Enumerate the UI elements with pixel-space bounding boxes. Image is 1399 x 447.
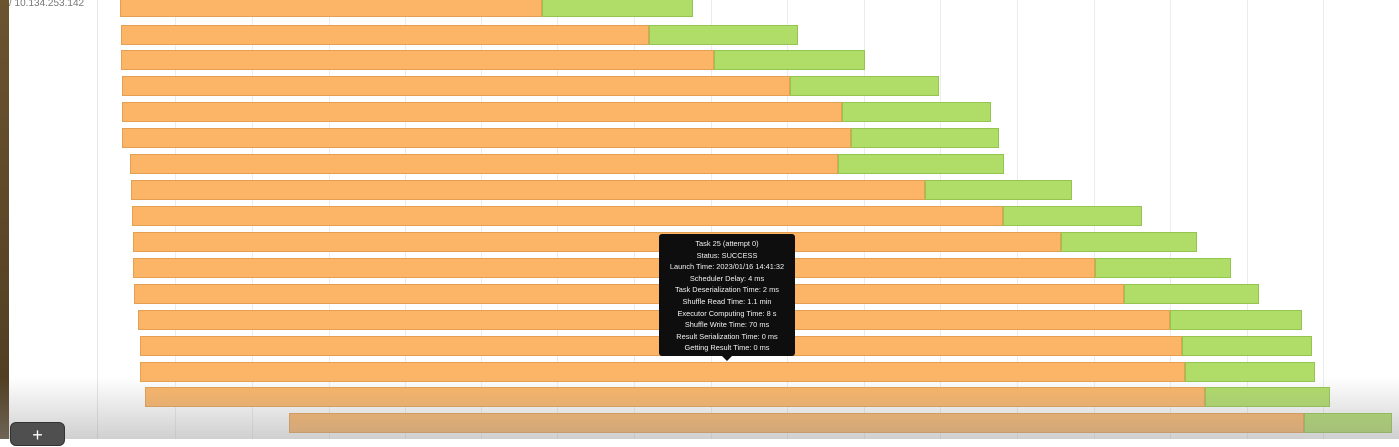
window-left-edge (0, 0, 9, 439)
task-bar-result-segment[interactable] (838, 154, 1004, 174)
gridline (1323, 0, 1324, 439)
task-bar-compute-segment[interactable] (122, 76, 790, 96)
task-bar[interactable] (131, 180, 1072, 200)
task-bar-result-segment[interactable] (851, 128, 999, 148)
task-bar-result-segment[interactable] (1185, 362, 1315, 382)
task-bar[interactable] (133, 232, 1197, 252)
task-bar[interactable] (132, 206, 1142, 226)
task-bar-compute-segment[interactable] (120, 0, 542, 17)
task-bar[interactable] (140, 362, 1315, 382)
task-bar-result-segment[interactable] (649, 25, 798, 45)
task-bar-compute-segment[interactable] (138, 310, 1170, 330)
task-bar-compute-segment[interactable] (121, 25, 649, 45)
task-bar-result-segment[interactable] (790, 76, 939, 96)
task-bar-result-segment[interactable] (1205, 387, 1330, 407)
task-bar[interactable] (121, 25, 798, 45)
task-bar-compute-segment[interactable] (121, 50, 714, 70)
gridline (1170, 0, 1171, 439)
task-bar-result-segment[interactable] (1003, 206, 1142, 226)
task-bar[interactable] (122, 102, 991, 122)
tooltip-line: Launch Time: 2023/01/16 14:41:32 (669, 262, 785, 272)
zoom-in-button[interactable]: + (10, 422, 65, 446)
task-bar[interactable] (289, 413, 1392, 433)
task-bar[interactable] (121, 50, 865, 70)
task-bar-result-segment[interactable] (1304, 413, 1392, 433)
task-bar[interactable] (122, 76, 939, 96)
tooltip-line: Status: SUCCESS (696, 250, 758, 260)
task-bar-compute-segment[interactable] (145, 387, 1205, 407)
task-bar-compute-segment[interactable] (131, 180, 925, 200)
task-bar-result-segment[interactable] (1061, 232, 1197, 252)
tooltip-line: Shuffle Write Time: 70 ms (684, 320, 770, 330)
task-bar[interactable] (133, 258, 1231, 278)
task-tooltip: Task 25 (attempt 0) Status: SUCCESS Laun… (659, 234, 795, 361)
task-bar-result-segment[interactable] (1182, 336, 1312, 356)
task-bar-result-segment[interactable] (842, 102, 991, 122)
gridline (1247, 0, 1248, 439)
tooltip-line: Executor Computing Time: 8 s (677, 308, 777, 318)
tooltip-line: Task Deserialization Time: 2 ms (675, 285, 779, 295)
timeline-axis (97, 0, 98, 439)
task-bar-compute-segment[interactable] (289, 413, 1304, 433)
task-bar-compute-segment[interactable] (134, 284, 1124, 304)
task-bar-result-segment[interactable] (714, 50, 865, 70)
task-bar[interactable] (145, 387, 1330, 407)
tooltip-line: Shuffle Read Time: 1.1 min (682, 296, 772, 306)
task-bar-compute-segment[interactable] (140, 362, 1185, 382)
task-bar[interactable] (134, 284, 1259, 304)
task-bar-compute-segment[interactable] (133, 258, 1095, 278)
task-bar-result-segment[interactable] (1095, 258, 1231, 278)
task-bar[interactable] (120, 0, 693, 17)
task-bar[interactable] (138, 310, 1302, 330)
task-bar-compute-segment[interactable] (133, 232, 1061, 252)
task-bar-result-segment[interactable] (542, 0, 693, 17)
tooltip-line: Result Serialization Time: 0 ms (676, 331, 778, 341)
task-bar-compute-segment[interactable] (122, 102, 842, 122)
task-bar-compute-segment[interactable] (132, 206, 1003, 226)
tooltip-line: Task 25 (attempt 0) (695, 239, 759, 248)
executor-host-label: / 10.134.253.142 (9, 0, 85, 9)
tooltip-line: Getting Result Time: 0 ms (684, 343, 770, 353)
task-bar-result-segment[interactable] (925, 180, 1072, 200)
task-bar[interactable] (130, 154, 1004, 174)
task-bar-result-segment[interactable] (1124, 284, 1259, 304)
task-bar-compute-segment[interactable] (130, 154, 838, 174)
task-bar[interactable] (122, 128, 999, 148)
task-bar-result-segment[interactable] (1170, 310, 1302, 330)
tooltip-arrow (722, 356, 732, 361)
tooltip-line: Scheduler Delay: 4 ms (689, 273, 765, 283)
task-bar-compute-segment[interactable] (122, 128, 851, 148)
